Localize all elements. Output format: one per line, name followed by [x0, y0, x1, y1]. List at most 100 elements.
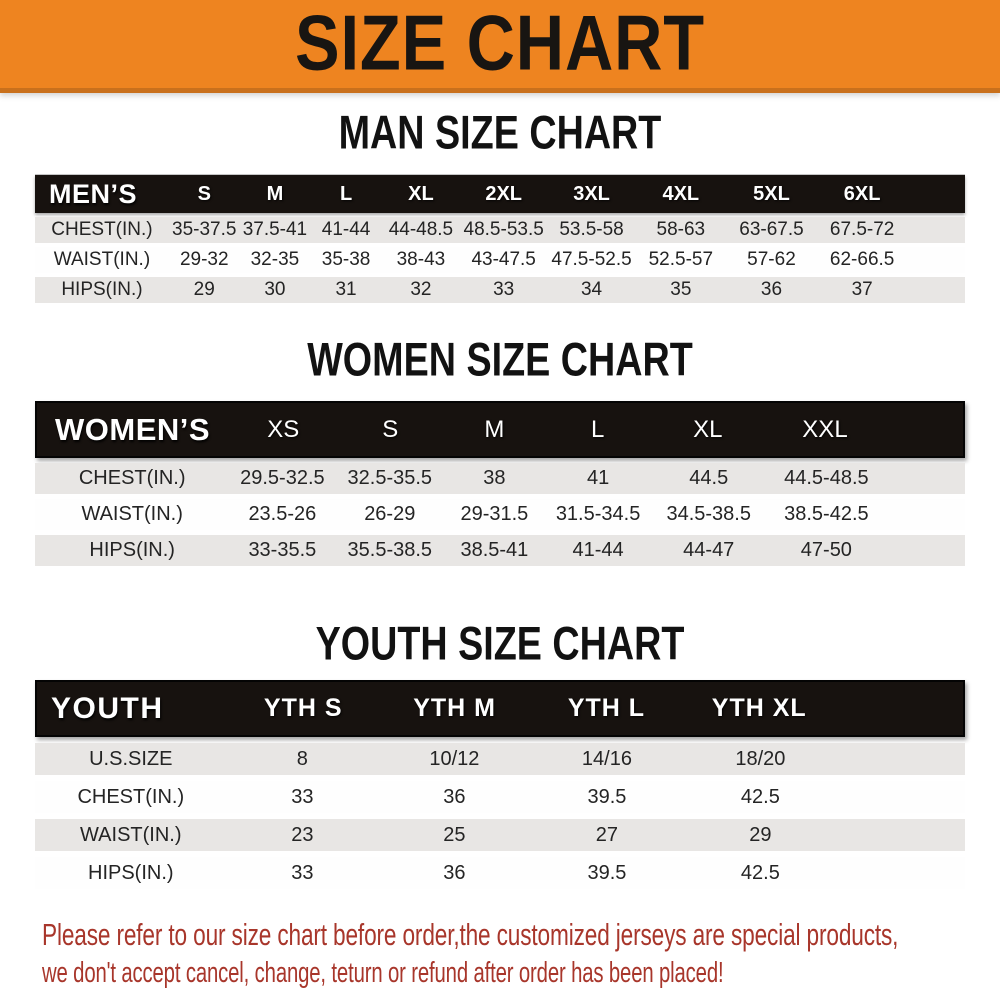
row-label: CHEST(IN.): [77, 785, 185, 808]
value-cell: 52.5-57: [648, 249, 714, 270]
table-row: WAIST(IN.) 23.5-26 26-29 29-31.5 31.5-34.5 34…: [35, 499, 965, 530]
value-cell: 29: [749, 823, 772, 846]
row-label: HIPS(IN.): [88, 861, 174, 884]
column-header: 6XL: [843, 182, 881, 205]
men-size-table: MEN’S S M L XL 2XL 3XL 4XL 5XL 6XL CHEST(IN.) 35-37…: [35, 175, 965, 303]
value-cell: 42.5: [740, 861, 780, 884]
value-cell: 32: [410, 279, 432, 300]
row-label: WAIST(IN.): [53, 249, 151, 270]
value-cell: 35-37.5: [172, 219, 237, 240]
value-cell: 41-44: [572, 539, 624, 561]
value-cell: 23: [291, 823, 314, 846]
youth-section-title: YOUTH SIZE CHART: [315, 616, 685, 670]
value-cell: 35: [670, 279, 692, 300]
value-cell: 44.5-48.5: [784, 467, 869, 489]
value-cell: 32.5-35.5: [347, 467, 433, 489]
row-label: U.S.SIZE: [89, 747, 173, 770]
table-header-row: WOMEN’S XS S M L XL XXL: [35, 401, 965, 458]
value-cell: 67.5-72: [829, 219, 895, 240]
row-label: HIPS(IN.): [89, 539, 175, 561]
value-cell: 10/12: [429, 747, 480, 770]
column-header: S: [382, 415, 399, 443]
value-cell: 57-62: [747, 249, 796, 270]
table-row: HIPS(IN.) 33-35.5 35.5-38.5 38.5-41 41-44 44-…: [35, 535, 965, 566]
value-cell: 41-44: [321, 219, 371, 240]
value-cell: 29: [193, 279, 215, 300]
value-cell: 38: [483, 467, 506, 489]
value-cell: 44-48.5: [388, 219, 454, 240]
table-row: HIPS(IN.) 29 30 31 32 33 34 35 36 37: [35, 277, 965, 303]
value-cell: 29.5-32.5: [240, 467, 325, 489]
value-cell: 33: [291, 785, 314, 808]
column-header: YTH S: [263, 694, 343, 722]
value-cell: 63-67.5: [739, 219, 804, 240]
value-cell: 23.5-26: [248, 503, 317, 525]
value-cell: 26-29: [364, 503, 416, 525]
column-header: YTH M: [413, 694, 496, 722]
value-cell: 43-47.5: [471, 249, 536, 270]
value-cell: 44.5: [689, 467, 729, 489]
value-cell: 35-38: [321, 249, 371, 270]
table-row: WAIST(IN.) 29-32 32-35 35-38 38-43 43-47.5 47.…: [35, 247, 965, 273]
value-cell: 34.5-38.5: [666, 503, 751, 525]
value-cell: 8: [296, 747, 308, 770]
size-chart-banner: SIZE CHART: [0, 0, 1000, 93]
value-cell: 29-32: [179, 249, 229, 270]
women-section-title: WOMEN SIZE CHART: [307, 332, 693, 386]
value-cell: 44-47: [683, 539, 735, 561]
table-corner-label: YOUTH: [51, 691, 164, 725]
table-header-row: MEN’S S M L XL 2XL 3XL 4XL 5XL 6XL: [35, 175, 965, 213]
column-header: L: [339, 182, 353, 205]
value-cell: 36: [443, 785, 466, 808]
column-header: 2XL: [485, 182, 523, 205]
value-cell: 36: [443, 861, 466, 884]
column-header: L: [590, 415, 605, 443]
value-cell: 31.5-34.5: [555, 503, 641, 525]
youth-size-table: YOUTH YTH S YTH M YTH L YTH XL U.S.SIZE 8 10/12…: [35, 680, 965, 889]
table-header-row: YOUTH YTH S YTH M YTH L YTH XL: [35, 680, 965, 737]
value-cell: 31: [335, 279, 357, 300]
value-cell: 62-66.5: [829, 249, 895, 270]
column-header: 3XL: [573, 182, 610, 205]
disclaimer-footer: Please refer to our size chart before or…: [0, 916, 1000, 992]
column-header: 4XL: [662, 182, 700, 205]
value-cell: 42.5: [740, 785, 780, 808]
column-header: M: [484, 415, 505, 443]
value-cell: 58-63: [656, 219, 706, 240]
men-size-section: MAN SIZE CHART MEN’S S M L XL 2XL 3XL 4XL 5XL 6XL…: [0, 109, 1000, 303]
value-cell: 39.5: [587, 861, 627, 884]
women-size-table: WOMEN’S XS S M L XL XXL CHEST(IN.) 29.5-32.5 32.5…: [35, 401, 965, 566]
table-row: HIPS(IN.) 33 36 39.5 42.5: [35, 857, 965, 889]
value-cell: 36: [760, 279, 783, 300]
value-cell: 41: [586, 467, 610, 489]
table-row: CHEST(IN.) 29.5-32.5 32.5-35.5 38 41 44.5 44.5…: [35, 463, 965, 494]
value-cell: 53.5-58: [559, 219, 624, 240]
value-cell: 27: [595, 823, 619, 846]
table-corner-label: MEN’S: [49, 178, 138, 209]
row-label: HIPS(IN.): [61, 279, 143, 300]
value-cell: 37: [851, 279, 873, 300]
value-cell: 48.5-53.5: [463, 219, 544, 240]
table-row: U.S.SIZE 8 10/12 14/16 18/20: [35, 743, 965, 775]
column-header: XL: [408, 182, 434, 205]
row-label: WAIST(IN.): [81, 503, 183, 525]
column-header: 5XL: [753, 182, 790, 205]
value-cell: 32-35: [250, 249, 300, 270]
disclaimer-line-2: we don't accept cancel, change, teturn o…: [42, 957, 724, 989]
men-section-title: MAN SIZE CHART: [338, 105, 662, 159]
value-cell: 29-31.5: [460, 503, 529, 525]
value-cell: 25: [443, 823, 466, 846]
table-row: CHEST(IN.) 33 36 39.5 42.5: [35, 781, 965, 813]
value-cell: 33: [291, 861, 314, 884]
value-cell: 38.5-41: [460, 539, 529, 561]
size-charts-main: MAN SIZE CHART MEN’S S M L XL 2XL 3XL 4XL 5XL 6XL…: [0, 109, 1000, 889]
women-size-section: WOMEN SIZE CHART WOMEN’S XS S M L XL XXL CHEST(…: [0, 336, 1000, 566]
disclaimer-line-1: Please refer to our size chart before or…: [42, 917, 899, 952]
value-cell: 35.5-38.5: [347, 539, 433, 561]
value-cell: 33-35.5: [248, 539, 317, 561]
table-corner-label: WOMEN’S: [55, 411, 211, 447]
column-header: YTH XL: [711, 694, 807, 722]
value-cell: 47-50: [800, 539, 852, 561]
column-header: XXL: [802, 415, 848, 443]
value-cell: 47.5-52.5: [551, 249, 632, 270]
